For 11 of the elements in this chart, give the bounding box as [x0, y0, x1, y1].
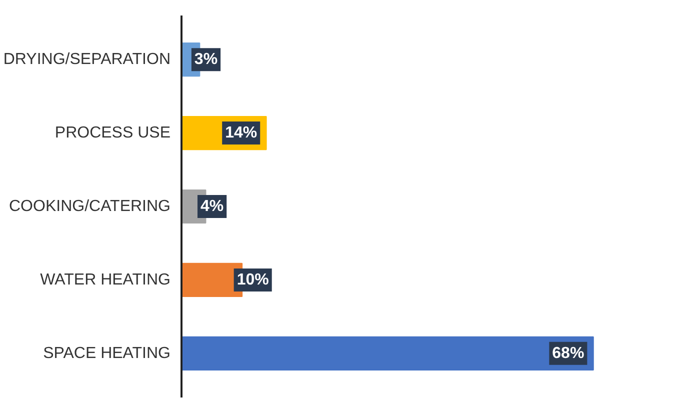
data-label: 68%: [552, 344, 584, 362]
y-tick-label: WATER HEATING: [40, 271, 171, 288]
y-tick-label: COOKING/CATERING: [9, 198, 171, 215]
y-tick-label: DRYING/SEPARATION: [3, 51, 170, 68]
data-label: 3%: [194, 51, 218, 68]
y-tick-label: PROCESS USE: [54, 124, 171, 142]
data-label: 14%: [225, 124, 258, 142]
data-label: 10%: [236, 271, 269, 288]
y-tick-label: SPACE HEATING: [43, 344, 171, 362]
data-label: 4%: [200, 198, 224, 215]
bar: [182, 336, 594, 370]
